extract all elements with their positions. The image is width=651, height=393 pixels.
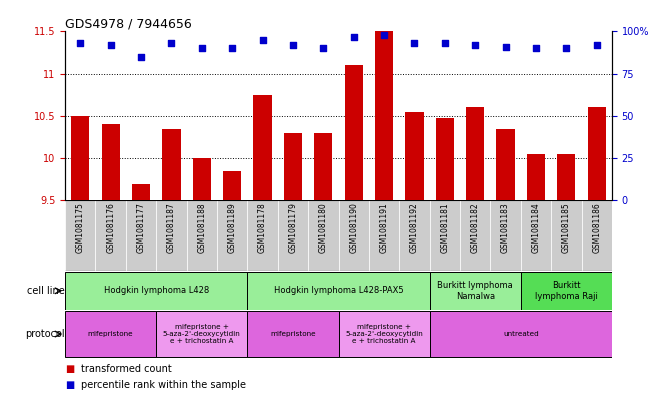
Text: GSM1081181: GSM1081181 <box>440 202 449 253</box>
Point <box>379 32 389 38</box>
FancyBboxPatch shape <box>65 272 247 310</box>
Text: GSM1081189: GSM1081189 <box>228 202 237 253</box>
Text: untreated: untreated <box>503 331 538 337</box>
Point <box>561 45 572 51</box>
Point <box>75 40 85 46</box>
Bar <box>344 65 363 200</box>
FancyBboxPatch shape <box>278 200 308 271</box>
Point <box>592 42 602 48</box>
Bar <box>497 129 515 200</box>
FancyBboxPatch shape <box>339 200 369 271</box>
Bar <box>162 129 180 200</box>
FancyBboxPatch shape <box>247 311 339 357</box>
Bar <box>527 154 545 200</box>
Point <box>409 40 420 46</box>
Text: transformed count: transformed count <box>81 364 172 375</box>
Bar <box>253 95 271 200</box>
Bar <box>406 112 424 200</box>
FancyBboxPatch shape <box>247 200 278 271</box>
Text: protocol: protocol <box>25 329 64 339</box>
FancyBboxPatch shape <box>399 200 430 271</box>
Point <box>470 42 480 48</box>
Text: GSM1081192: GSM1081192 <box>410 202 419 253</box>
Text: mifepristone +
5-aza-2'-deoxycytidin
e + trichostatin A: mifepristone + 5-aza-2'-deoxycytidin e +… <box>163 324 241 344</box>
Text: GSM1081178: GSM1081178 <box>258 202 267 253</box>
Text: Burkitt
lymphoma Raji: Burkitt lymphoma Raji <box>535 281 598 301</box>
Bar <box>314 133 333 200</box>
Text: GSM1081175: GSM1081175 <box>76 202 85 253</box>
FancyBboxPatch shape <box>430 272 521 310</box>
FancyBboxPatch shape <box>430 311 612 357</box>
Bar <box>284 133 302 200</box>
Text: percentile rank within the sample: percentile rank within the sample <box>81 380 246 390</box>
Text: Hodgkin lymphoma L428: Hodgkin lymphoma L428 <box>104 286 209 295</box>
FancyBboxPatch shape <box>65 311 156 357</box>
Text: GSM1081191: GSM1081191 <box>380 202 389 253</box>
Bar <box>375 31 393 200</box>
FancyBboxPatch shape <box>187 200 217 271</box>
FancyBboxPatch shape <box>460 200 490 271</box>
FancyBboxPatch shape <box>551 200 581 271</box>
FancyBboxPatch shape <box>65 200 96 271</box>
FancyBboxPatch shape <box>521 200 551 271</box>
Text: GSM1081176: GSM1081176 <box>106 202 115 253</box>
FancyBboxPatch shape <box>156 200 187 271</box>
Text: cell line: cell line <box>27 286 64 296</box>
Bar <box>71 116 89 200</box>
Point <box>105 42 116 48</box>
Text: GSM1081182: GSM1081182 <box>471 202 480 253</box>
Bar <box>436 118 454 200</box>
FancyBboxPatch shape <box>430 200 460 271</box>
FancyBboxPatch shape <box>521 272 612 310</box>
Text: GDS4978 / 7944656: GDS4978 / 7944656 <box>65 17 192 30</box>
Text: GSM1081188: GSM1081188 <box>197 202 206 253</box>
Text: mifepristone +
5-aza-2'-deoxycytidin
e + trichostatin A: mifepristone + 5-aza-2'-deoxycytidin e +… <box>345 324 423 344</box>
FancyBboxPatch shape <box>581 200 612 271</box>
Point <box>257 37 268 43</box>
FancyBboxPatch shape <box>156 311 247 357</box>
FancyBboxPatch shape <box>490 200 521 271</box>
Text: GSM1081177: GSM1081177 <box>137 202 146 253</box>
FancyBboxPatch shape <box>308 200 339 271</box>
Text: GSM1081187: GSM1081187 <box>167 202 176 253</box>
Text: GSM1081183: GSM1081183 <box>501 202 510 253</box>
Text: ■: ■ <box>65 364 74 375</box>
Point <box>288 42 298 48</box>
Point <box>318 45 329 51</box>
Text: GSM1081185: GSM1081185 <box>562 202 571 253</box>
Text: Hodgkin lymphoma L428-PAX5: Hodgkin lymphoma L428-PAX5 <box>273 286 404 295</box>
Text: Burkitt lymphoma
Namalwa: Burkitt lymphoma Namalwa <box>437 281 513 301</box>
Text: mifepristone: mifepristone <box>270 331 316 337</box>
Point <box>197 45 207 51</box>
Bar <box>588 107 606 200</box>
Text: GSM1081180: GSM1081180 <box>319 202 328 253</box>
FancyBboxPatch shape <box>247 272 430 310</box>
Point <box>227 45 238 51</box>
Text: GSM1081184: GSM1081184 <box>531 202 540 253</box>
Point <box>348 33 359 40</box>
Point <box>531 45 541 51</box>
FancyBboxPatch shape <box>96 200 126 271</box>
Bar <box>466 107 484 200</box>
Bar <box>223 171 242 200</box>
FancyBboxPatch shape <box>369 200 399 271</box>
FancyBboxPatch shape <box>217 200 247 271</box>
Text: GSM1081190: GSM1081190 <box>349 202 358 253</box>
FancyBboxPatch shape <box>126 200 156 271</box>
Text: GSM1081186: GSM1081186 <box>592 202 602 253</box>
Point <box>439 40 450 46</box>
Bar <box>193 158 211 200</box>
Point <box>501 44 511 50</box>
Bar <box>132 184 150 200</box>
FancyBboxPatch shape <box>339 311 430 357</box>
Point <box>136 53 146 60</box>
Text: ■: ■ <box>65 380 74 390</box>
Text: mifepristone: mifepristone <box>88 331 133 337</box>
Bar <box>102 124 120 200</box>
Bar <box>557 154 575 200</box>
Point <box>166 40 176 46</box>
Text: GSM1081179: GSM1081179 <box>288 202 298 253</box>
